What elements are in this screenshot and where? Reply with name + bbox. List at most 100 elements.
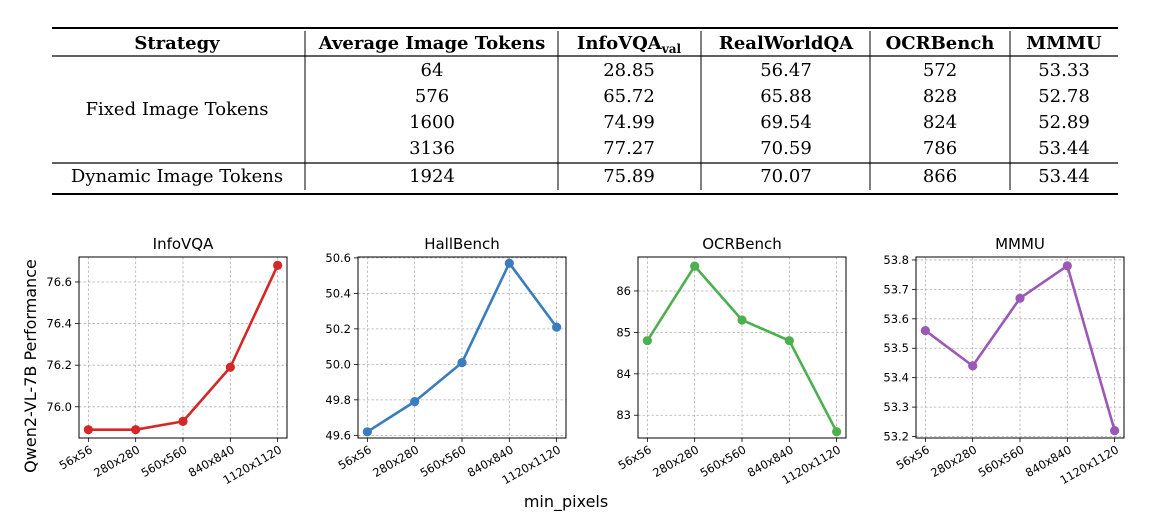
y-tick-label: 50.0 [325, 357, 351, 371]
data-point [920, 325, 930, 336]
table-cell: 74.99 [603, 112, 655, 133]
y-tick-label: 83 [616, 408, 631, 422]
group-label-fixed: Fixed Image Tokens [86, 99, 269, 120]
x-tick-label: 280x280 [370, 442, 421, 479]
header-realworldqa: RealWorldQA [719, 33, 854, 54]
x-tick-label: 280x280 [650, 442, 701, 479]
table-cell: 77.27 [603, 138, 655, 159]
table-cell: 52.89 [1038, 112, 1090, 133]
y-tick-label: 53.2 [883, 430, 909, 444]
chart-title: HallBench [424, 235, 500, 253]
table-cell: 572 [923, 60, 957, 81]
data-point [968, 361, 978, 371]
y-tick-label: 76.6 [46, 275, 72, 289]
header-avg-tokens: Average Image Tokens [318, 33, 546, 54]
table-cell: 65.72 [603, 86, 655, 107]
data-point [225, 362, 235, 372]
x-tick-label: 560x560 [139, 442, 190, 479]
plot-frame [637, 256, 847, 439]
chart-infovqa: InfoVQA 76.0 76.2 76.4 76.6 56x56280x280560x5… [46, 235, 288, 487]
table-cell: 28.85 [603, 60, 655, 81]
chart-hallbench: HallBench 49.6 49.8 50.0 50.2 50.4 50.6 56x5628… [325, 235, 567, 487]
y-tick-label: 76.4 [46, 317, 72, 331]
plot-frame [915, 256, 1125, 439]
data-point [1110, 426, 1120, 436]
table-cell: 64 [421, 60, 444, 81]
data-point [178, 416, 188, 426]
x-tick-label: 560x560 [976, 442, 1027, 479]
plot-frame [78, 256, 288, 439]
table-cell: 75.89 [603, 166, 655, 187]
data-point [784, 336, 794, 346]
data-point [1062, 261, 1072, 271]
group-label-dynamic: Dynamic Image Tokens [71, 166, 283, 187]
table-cell: 52.78 [1038, 86, 1090, 107]
data-point [504, 258, 514, 268]
charts-area: Qwen2-VL-7B Performance min_pixels InfoV… [0, 220, 1173, 519]
table-cell: 786 [923, 138, 957, 159]
data-point [1015, 293, 1025, 303]
x-tick-label: 56x56 [616, 442, 654, 472]
y-tick-label: 50.4 [325, 286, 351, 300]
table-svg: Strategy Average Image Tokens InfoVQAval… [52, 27, 1118, 195]
table-cell: 1924 [409, 166, 455, 187]
data-point [410, 397, 420, 407]
header-ocrbench: OCRBench [886, 33, 995, 54]
chart-title: InfoVQA [153, 235, 214, 253]
header-infovqa-main: InfoVQA [577, 33, 663, 54]
table-cell: 53.44 [1038, 138, 1090, 159]
data-point [690, 261, 700, 271]
table-cell: 53.33 [1038, 60, 1090, 81]
data-point [131, 425, 141, 435]
table-cell: 70.59 [760, 138, 812, 159]
data-point [83, 425, 93, 435]
y-tick-label: 76.2 [46, 358, 72, 372]
table-cells: 64 28.85 56.47 572 53.33 576 65.72 65.88 828 52.7… [409, 60, 1090, 187]
chart-title: MMMU [995, 235, 1045, 253]
data-point [737, 315, 747, 325]
table-cell: 53.44 [1038, 166, 1090, 187]
y-tick-label: 85 [616, 325, 631, 339]
table-cell: 576 [415, 86, 449, 107]
table-cell: 1600 [409, 112, 455, 133]
x-tick-label: 56x56 [57, 442, 95, 472]
y-tick-label: 53.3 [883, 400, 909, 414]
x-tick-label: 56x56 [894, 442, 932, 472]
data-point [832, 427, 842, 437]
charts-svg: Qwen2-VL-7B Performance min_pixels InfoV… [21, 235, 1125, 512]
y-tick-label: 53.8 [883, 253, 909, 267]
header-infovqa: InfoVQAval [577, 33, 682, 56]
y-tick-label: 53.5 [883, 341, 909, 355]
x-tick-label: 560x560 [698, 442, 749, 479]
plot-frame [357, 256, 567, 439]
data-point [552, 322, 562, 332]
y-tick-label: 50.6 [325, 251, 351, 265]
header-mmmu: MMMU [1026, 33, 1102, 54]
table-cell: 70.07 [760, 166, 812, 187]
y-tick-label: 53.7 [883, 282, 909, 296]
x-tick-label: 280x280 [928, 442, 979, 479]
chart-title: OCRBench [702, 235, 781, 253]
table-cell: 69.54 [760, 112, 812, 133]
data-point [642, 336, 652, 346]
data-point [273, 260, 283, 270]
table-cell: 866 [923, 166, 957, 187]
header-infovqa-sub: val [661, 42, 682, 56]
shared-y-axis-label: Qwen2-VL-7B Performance [21, 259, 40, 473]
y-tick-label: 76.0 [46, 400, 72, 414]
y-tick-label: 53.6 [883, 312, 909, 326]
results-table: Strategy Average Image Tokens InfoVQAval… [52, 27, 1118, 195]
x-tick-label: 56x56 [336, 442, 374, 472]
header-strategy: Strategy [134, 33, 220, 54]
table-cell: 56.47 [760, 60, 812, 81]
table-cell: 828 [923, 86, 957, 107]
table-cell: 3136 [409, 138, 455, 159]
data-point [457, 357, 467, 368]
y-tick-label: 53.4 [883, 371, 909, 385]
shared-x-axis-label: min_pixels [524, 492, 608, 512]
y-tick-label: 49.6 [325, 428, 351, 442]
x-tick-label: 280x280 [91, 442, 142, 479]
table-cell: 65.88 [760, 86, 812, 107]
y-tick-label: 86 [616, 284, 631, 298]
y-tick-label: 84 [616, 367, 631, 381]
